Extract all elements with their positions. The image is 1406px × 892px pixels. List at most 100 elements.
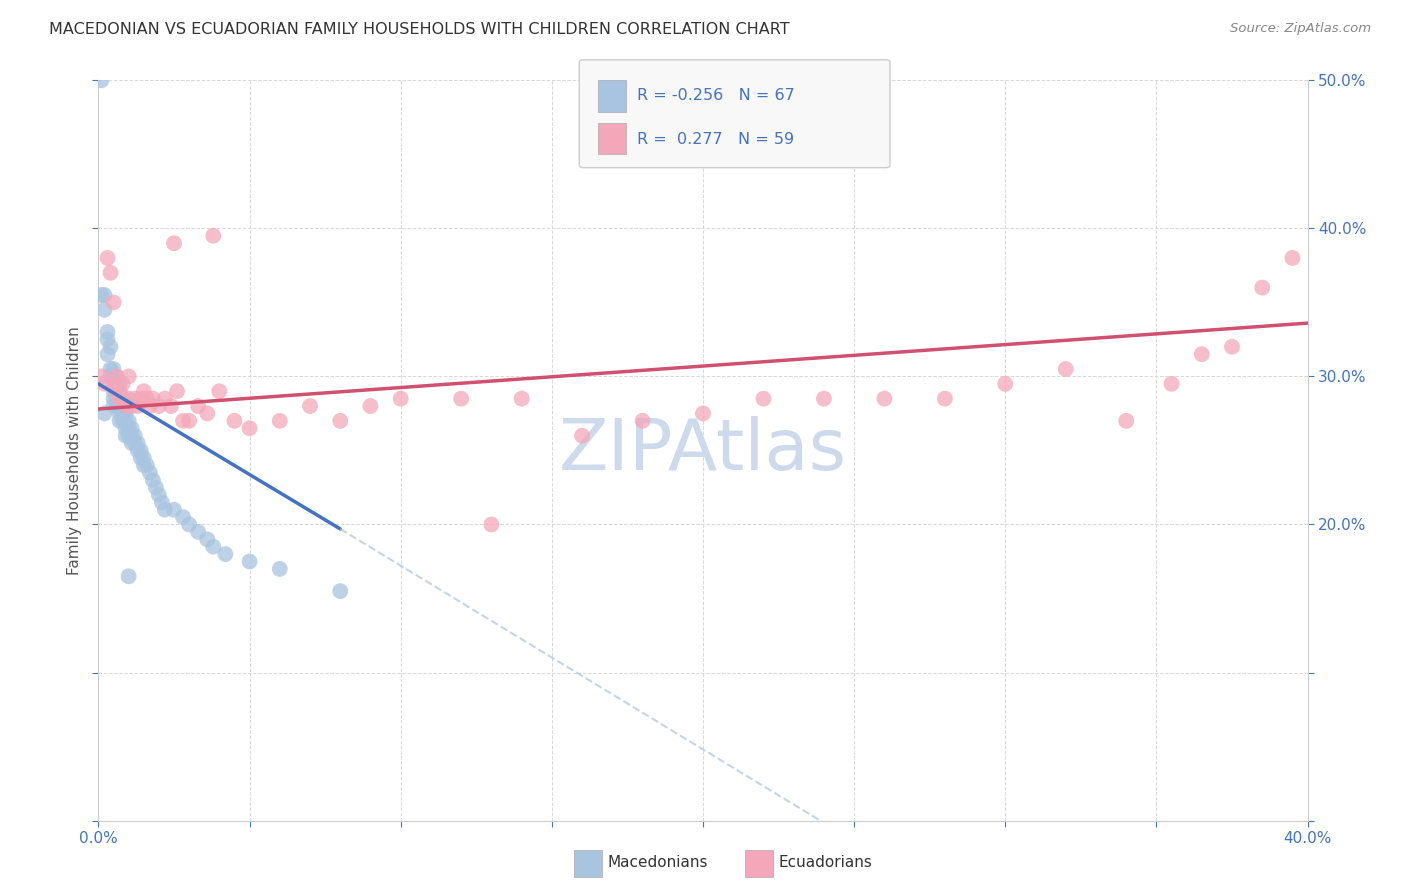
Point: [934, 392, 956, 406]
Point: [111, 399, 134, 413]
Point: [269, 414, 291, 428]
Point: [93, 376, 115, 391]
Point: [202, 540, 225, 554]
Point: [1220, 340, 1243, 354]
Point: [179, 517, 201, 532]
Point: [118, 392, 141, 406]
Point: [103, 362, 125, 376]
Point: [111, 376, 134, 391]
Point: [103, 369, 125, 384]
Point: [129, 450, 152, 465]
Point: [179, 414, 201, 428]
Point: [214, 547, 236, 561]
Point: [121, 428, 143, 442]
Point: [105, 384, 128, 399]
Point: [150, 495, 173, 509]
Text: Source: ZipAtlas.com: Source: ZipAtlas.com: [1230, 22, 1371, 36]
Point: [129, 392, 152, 406]
Point: [103, 384, 125, 399]
Point: [105, 384, 128, 399]
Point: [90, 73, 112, 87]
Point: [187, 399, 209, 413]
Point: [108, 384, 131, 399]
Point: [100, 369, 122, 384]
Point: [195, 407, 218, 421]
Point: [510, 392, 533, 406]
Point: [142, 473, 165, 487]
Point: [108, 392, 131, 406]
Point: [114, 421, 136, 435]
Point: [111, 392, 134, 406]
Point: [224, 414, 246, 428]
Point: [129, 443, 152, 458]
Point: [111, 414, 134, 428]
Point: [1115, 414, 1137, 428]
Point: [100, 266, 122, 280]
Point: [93, 288, 115, 302]
Point: [111, 392, 134, 406]
Point: [124, 392, 146, 406]
Point: [132, 384, 155, 399]
Point: [105, 392, 128, 406]
Point: [108, 376, 131, 391]
Point: [103, 295, 125, 310]
Point: [103, 399, 125, 413]
Point: [108, 384, 131, 399]
Y-axis label: Family Households with Children: Family Households with Children: [66, 326, 82, 574]
Point: [160, 399, 183, 413]
Point: [114, 399, 136, 413]
Point: [450, 392, 472, 406]
Point: [118, 421, 141, 435]
Text: R = -0.256   N = 67: R = -0.256 N = 67: [637, 88, 794, 103]
Point: [166, 384, 188, 399]
Point: [108, 392, 131, 406]
Point: [1251, 280, 1274, 294]
Point: [121, 399, 143, 413]
Point: [239, 555, 262, 569]
Point: [153, 502, 176, 516]
Point: [994, 376, 1017, 391]
Point: [163, 502, 186, 516]
Point: [111, 407, 134, 421]
Point: [121, 421, 143, 435]
Point: [90, 288, 112, 302]
Point: [114, 414, 136, 428]
Point: [127, 436, 149, 450]
Point: [145, 480, 167, 494]
Point: [124, 428, 146, 442]
Point: [135, 458, 157, 473]
Point: [105, 369, 128, 384]
Point: [269, 562, 291, 576]
Point: [172, 510, 194, 524]
Point: [239, 421, 262, 435]
Point: [299, 399, 322, 413]
Point: [329, 584, 352, 599]
Text: R =  0.277   N = 59: R = 0.277 N = 59: [637, 132, 794, 146]
Point: [148, 399, 170, 413]
Text: ZIPAtlas: ZIPAtlas: [560, 416, 846, 485]
Point: [139, 466, 162, 480]
Text: Ecuadorians: Ecuadorians: [779, 855, 873, 870]
Point: [571, 428, 593, 442]
Point: [208, 384, 231, 399]
Point: [1160, 376, 1182, 391]
Point: [108, 407, 131, 421]
Point: [873, 392, 896, 406]
Point: [118, 569, 141, 583]
Point: [360, 399, 382, 413]
Point: [103, 392, 125, 406]
Point: [202, 228, 225, 243]
Point: [108, 399, 131, 413]
Point: [139, 399, 162, 413]
Point: [114, 407, 136, 421]
Point: [105, 369, 128, 384]
Point: [163, 236, 186, 251]
Point: [103, 376, 125, 391]
Point: [813, 392, 835, 406]
Point: [132, 458, 155, 473]
Point: [153, 392, 176, 406]
Point: [135, 392, 157, 406]
Point: [187, 524, 209, 539]
Point: [96, 325, 118, 339]
Point: [118, 369, 141, 384]
